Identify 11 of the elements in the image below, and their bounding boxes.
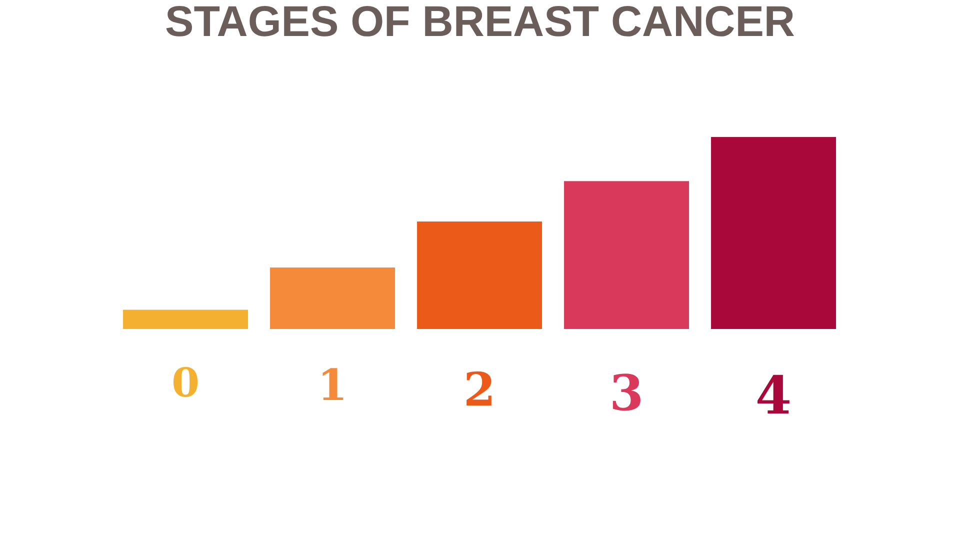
x-tick-label: 1: [318, 361, 348, 412]
x-tick-label: 0: [172, 360, 200, 407]
bar: [711, 137, 836, 329]
bar: [417, 221, 542, 329]
x-tick-label: 4: [755, 365, 792, 426]
bar: [564, 181, 690, 329]
chart-title: STAGES OF BREAST CANCER: [164, 0, 796, 46]
bar: [123, 310, 248, 329]
x-tick-label: 2: [463, 362, 496, 416]
x-tick-label: 3: [609, 364, 644, 422]
bar: [270, 268, 396, 329]
